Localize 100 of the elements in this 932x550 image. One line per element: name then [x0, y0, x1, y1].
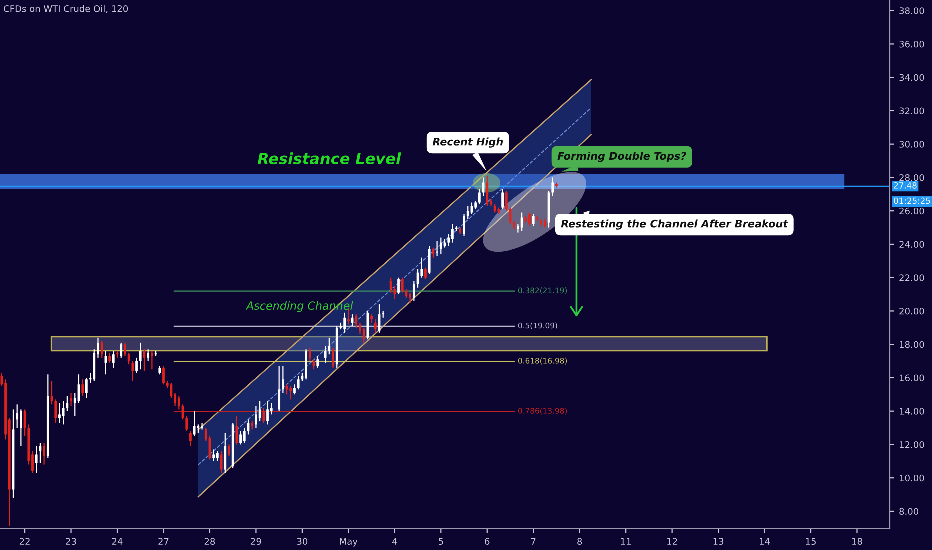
x-tick-label: 5 — [438, 538, 444, 546]
candlestick — [394, 286, 396, 300]
candlestick — [16, 404, 19, 429]
y-tick-label: 12.00 — [900, 441, 924, 448]
candlestick — [362, 327, 366, 344]
candlestick — [54, 399, 58, 424]
y-tick-label: 28.00 — [900, 174, 924, 182]
candlestick — [262, 407, 266, 424]
candlestick — [20, 409, 22, 447]
x-tick-label: 12 — [668, 538, 678, 545]
candlestick — [398, 277, 400, 296]
candlestick — [85, 377, 88, 399]
candlestick — [552, 177, 554, 197]
candlestick — [178, 396, 180, 410]
x-tick-label: 18 — [852, 538, 862, 546]
candlestick — [532, 214, 535, 227]
candlestick — [432, 247, 435, 258]
candlestick — [120, 342, 123, 359]
y-tick-label: 34.00 — [900, 74, 924, 82]
candlestick — [132, 360, 134, 382]
candlestick — [128, 352, 130, 366]
candlestick — [82, 379, 84, 397]
y-tick-label: 14.00 — [900, 408, 924, 415]
candlestick — [440, 237, 442, 256]
y-tick-label: 8.00 — [900, 508, 919, 516]
text: CFDs on WTI Crude Oil, 120 — [4, 5, 128, 14]
candlestick — [147, 349, 150, 362]
candlestick — [35, 446, 38, 474]
x-tick-label: 11 — [621, 538, 631, 545]
candlestick — [290, 386, 292, 400]
candlestick — [108, 352, 111, 364]
x-tick-label: 8 — [578, 538, 582, 546]
x-tick-label: 7 — [531, 538, 536, 545]
candlestick — [428, 246, 431, 276]
x-tick-label: 14 — [760, 538, 770, 545]
candlestick — [224, 432, 227, 474]
x-tick-label: 22 — [20, 538, 30, 545]
candlestick — [294, 384, 296, 396]
candlestick — [316, 356, 320, 369]
candlestick — [324, 346, 327, 364]
candlestick — [297, 376, 300, 390]
candlestick — [452, 224, 454, 244]
candlestick — [486, 176, 489, 207]
y-tick-label: 22.00 — [900, 274, 924, 282]
x-tick-label: 13 — [714, 538, 724, 546]
candlestick — [70, 392, 72, 407]
candlestick — [520, 212, 524, 232]
candlestick — [112, 350, 115, 369]
band-label: Resistance Level — [258, 152, 402, 164]
y-tick-label: 36.00 — [900, 40, 924, 48]
candlestick — [62, 400, 65, 426]
candlestick — [162, 366, 165, 386]
candlestick — [359, 322, 362, 336]
annotation: Forming Double Tops? — [558, 152, 686, 162]
y-tick-label: 20.00 — [900, 308, 924, 315]
candlestick — [478, 188, 481, 205]
y-tick-label: 24.00 — [900, 241, 924, 248]
candlestick — [43, 442, 46, 466]
annotation: Recent High — [432, 138, 504, 148]
candlestick — [390, 277, 392, 294]
candlestick — [282, 366, 284, 394]
candlestick — [424, 267, 427, 280]
x-tick-label: May — [340, 538, 358, 547]
x-tick-label: 23 — [66, 538, 76, 546]
candlestick — [258, 400, 262, 422]
candlestick — [409, 292, 412, 304]
x-tick-label: 6 — [485, 538, 490, 546]
x-tick-label: 24 — [112, 538, 123, 545]
candlestick — [190, 430, 192, 447]
x-tick-label: 29 — [251, 538, 262, 546]
candlestick — [332, 347, 334, 369]
candlestick — [100, 340, 104, 359]
candlestick — [374, 319, 377, 334]
candlestick — [412, 280, 416, 302]
x-tick-label: 4 — [392, 538, 398, 545]
candlestick — [278, 366, 281, 412]
candlestick — [150, 350, 154, 370]
y-tick-label: 18.00 — [900, 341, 924, 348]
candlestick — [139, 342, 142, 370]
candlestick — [212, 449, 216, 462]
ref-line-label: 27.48 — [894, 182, 917, 189]
candlestick — [193, 410, 196, 437]
y-tick-label: 32.00 — [900, 108, 924, 115]
y-tick-label: 38.00 — [900, 8, 924, 14]
candlestick — [344, 312, 346, 334]
annotation: Restesting the Channel After Breakout — [561, 220, 788, 230]
candlestick — [436, 240, 438, 257]
candlestick — [201, 422, 204, 430]
candlestick — [328, 337, 331, 356]
candlestick — [466, 206, 470, 220]
candlestick — [228, 444, 230, 457]
candlestick — [124, 342, 126, 357]
candlestick — [58, 402, 61, 424]
candlestick — [243, 427, 246, 444]
candlestick — [308, 347, 312, 362]
candlestick — [186, 416, 188, 432]
candlestick — [401, 277, 404, 294]
candlestick — [528, 212, 531, 227]
candlestick — [216, 450, 219, 462]
candlestick — [448, 234, 450, 247]
